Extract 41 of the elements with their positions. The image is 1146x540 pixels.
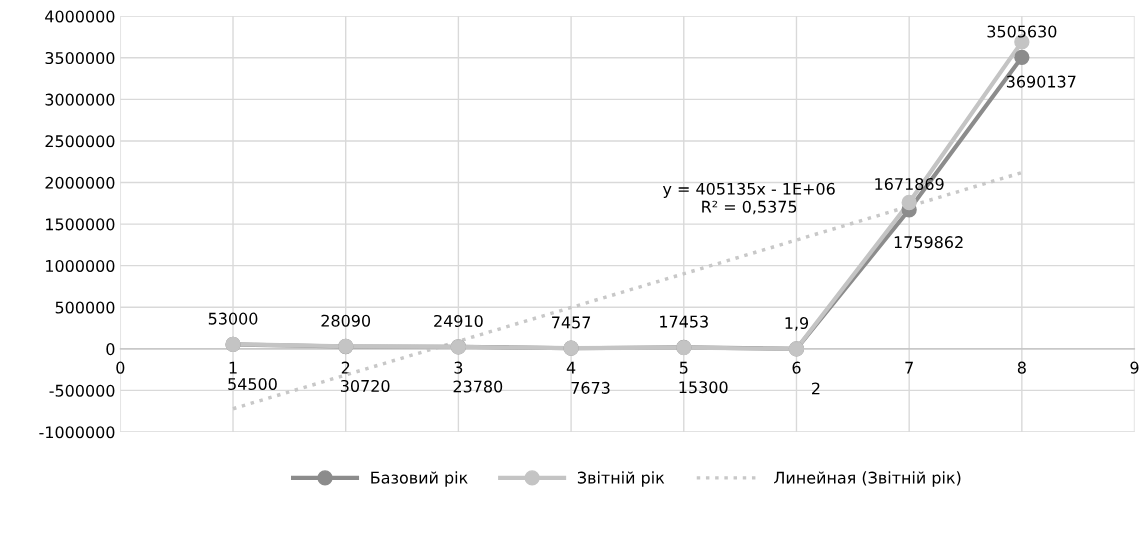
data-label: 1671869 xyxy=(875,177,944,191)
data-label: 23780 xyxy=(453,380,503,393)
x-tick-label: 0 xyxy=(116,361,125,374)
y-tick-label: 2000000 xyxy=(45,176,115,189)
legend-label: Базовий рік xyxy=(371,471,468,487)
data-label: 53000 xyxy=(208,312,258,325)
y-tick-label: 3000000 xyxy=(45,93,115,106)
data-label: 54500 xyxy=(228,377,277,390)
data-label: 1,9 xyxy=(785,317,809,331)
x-tick-label: 4 xyxy=(566,361,576,374)
y-tick-label: -1000000 xyxy=(39,426,115,439)
y-tick-label: 500000 xyxy=(55,301,115,314)
x-tick-label: 2 xyxy=(341,361,350,374)
x-tick-label: 1 xyxy=(229,361,237,374)
data-label: 1759862 xyxy=(894,236,963,249)
x-tick-label: 8 xyxy=(1017,361,1026,374)
y-tick-label: 2500000 xyxy=(45,135,115,148)
y-tick-label: -500000 xyxy=(49,384,115,397)
x-tick-label: 6 xyxy=(792,361,801,374)
y-tick-label: 1000000 xyxy=(46,259,115,272)
y-tick-label: 4000000 xyxy=(45,10,115,23)
x-tick-label: 3 xyxy=(454,361,463,374)
y-tick-label: 0 xyxy=(106,343,115,356)
data-label: 3690137 xyxy=(1006,75,1076,88)
legend-label: Звітній рік xyxy=(577,471,665,487)
annotation: y = 405135x - 1E+06 R² = 0,5375 xyxy=(662,182,835,215)
data-label: 3505630 xyxy=(987,25,1057,38)
data-label: 15300 xyxy=(679,381,728,394)
data-label: 7673 xyxy=(571,381,610,394)
data-label: 17453 xyxy=(660,315,708,328)
y-tick-label: 3500000 xyxy=(45,51,115,65)
x-tick-label: 5 xyxy=(679,361,688,374)
data-label: 30720 xyxy=(340,379,390,392)
data-label: 2 xyxy=(812,382,820,395)
x-tick-label: 9 xyxy=(1130,361,1139,374)
x-tick-label: 7 xyxy=(905,361,913,374)
data-label: 28090 xyxy=(321,314,371,327)
data-label: 7457 xyxy=(552,316,591,329)
y-tick-label: 1500000 xyxy=(46,218,115,231)
legend-label: Линейная (Звітній рік) xyxy=(774,471,961,487)
data-label: 24910 xyxy=(434,314,483,328)
